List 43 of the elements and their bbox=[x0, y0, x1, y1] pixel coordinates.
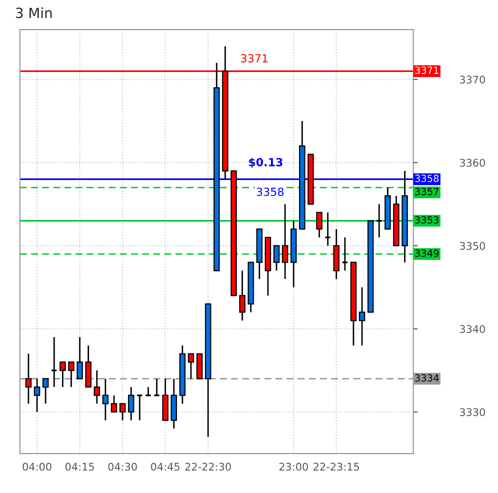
candlestick bbox=[119, 402, 126, 421]
ref-line-label: 3357 bbox=[415, 188, 438, 196]
candlestick bbox=[68, 361, 74, 388]
candlestick bbox=[282, 203, 288, 280]
candlestick bbox=[94, 370, 100, 404]
y-tick-label: 3360 bbox=[460, 158, 485, 167]
y-tick-label: 3330 bbox=[460, 408, 485, 416]
ref-line-label: 3353 bbox=[415, 216, 438, 224]
candlestick bbox=[50, 336, 58, 388]
candlestick bbox=[316, 212, 322, 238]
candlestick bbox=[128, 386, 134, 421]
y-tick-label: 3340 bbox=[460, 325, 485, 333]
x-tick-label: 04:45 bbox=[150, 462, 180, 471]
x-tick-label: 22-23:15 bbox=[314, 462, 359, 471]
x-tick-label: 04:30 bbox=[108, 462, 137, 471]
candlestick bbox=[110, 394, 118, 413]
candlestick bbox=[144, 386, 152, 396]
x-tick-label: 04:15 bbox=[65, 462, 94, 471]
candlestick bbox=[324, 212, 332, 246]
candlestick bbox=[60, 361, 66, 388]
candlestick bbox=[153, 378, 160, 396]
candlestick bbox=[358, 286, 366, 346]
candlestick bbox=[25, 353, 32, 404]
candlestick bbox=[76, 336, 83, 380]
y-tick-label: 3370 bbox=[460, 76, 485, 84]
x-tick-label: 22-22:30 bbox=[185, 462, 231, 471]
annotation: $0.13 bbox=[248, 158, 282, 168]
x-tick-label: 04:00 bbox=[22, 462, 52, 471]
ref-line-label: 3349 bbox=[415, 250, 439, 257]
annotation: 3371 bbox=[241, 54, 268, 62]
candlestick bbox=[188, 353, 194, 380]
candlestick bbox=[239, 270, 246, 322]
x-tick-label: 23:00 bbox=[279, 462, 308, 471]
ref-line-label: 3371 bbox=[415, 66, 438, 74]
candlestick bbox=[42, 378, 49, 404]
candlestick bbox=[34, 378, 40, 413]
ref-line-label: 3334 bbox=[415, 374, 439, 382]
candlestick bbox=[102, 378, 109, 421]
y-tick-label: 3350 bbox=[460, 242, 485, 250]
candlestick bbox=[273, 245, 280, 272]
annotation: 3358 bbox=[256, 188, 284, 196]
ref-line-label: 3358 bbox=[415, 174, 439, 182]
chart-title: 3 Min bbox=[16, 7, 52, 18]
